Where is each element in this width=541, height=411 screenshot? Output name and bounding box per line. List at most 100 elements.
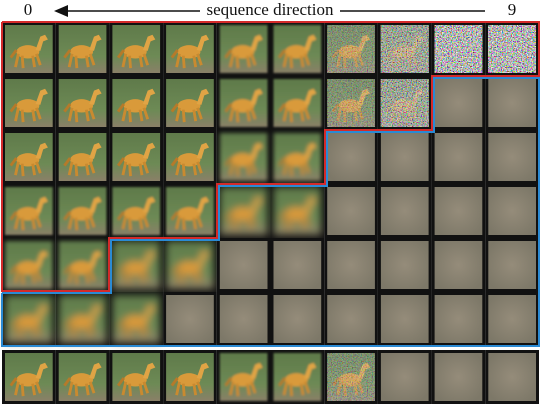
gray-image — [219, 241, 268, 289]
image-cell — [163, 292, 217, 346]
horse-image — [5, 187, 53, 235]
gray-image — [434, 187, 483, 235]
image-cell — [2, 238, 56, 292]
noise-overlay — [380, 25, 429, 73]
image-cell — [55, 76, 110, 130]
image-cell — [377, 238, 432, 292]
gray-image — [488, 187, 536, 235]
end-label: 9 — [508, 0, 517, 19]
gray-image — [327, 241, 375, 289]
image-cell — [485, 238, 539, 292]
image-cell — [377, 76, 432, 130]
gray-image — [434, 295, 483, 343]
image-cell — [216, 350, 271, 404]
image-cell — [216, 76, 271, 130]
image-cell — [163, 184, 217, 238]
horse-image — [5, 353, 53, 401]
gray-image — [434, 79, 483, 127]
image-cell — [324, 350, 378, 404]
horse-image — [219, 133, 268, 181]
gray-image — [380, 353, 429, 401]
image-cell — [109, 292, 164, 346]
image-cell — [109, 350, 164, 404]
horse-image — [112, 187, 161, 235]
image-cell — [216, 22, 271, 76]
image-cell — [324, 76, 378, 130]
start-label: 0 — [24, 0, 33, 19]
gray-image — [327, 133, 375, 181]
horse-image — [112, 295, 161, 343]
image-cell — [431, 292, 486, 346]
image-cell — [216, 184, 271, 238]
blue-boundary — [1, 77, 540, 347]
image-cell — [431, 22, 486, 76]
horse-image — [219, 79, 268, 127]
direction-label: sequence direction — [207, 0, 334, 19]
horse-image — [5, 241, 53, 289]
image-cell — [163, 130, 217, 184]
horse-image — [219, 187, 268, 235]
horse-image — [112, 79, 161, 127]
horse-image — [166, 187, 214, 235]
horse-image — [58, 25, 107, 73]
image-cell — [485, 22, 539, 76]
image-cell — [270, 292, 325, 346]
gray-image — [380, 241, 429, 289]
image-cell — [270, 130, 325, 184]
noise-overlay — [380, 79, 429, 127]
horse-image — [166, 241, 214, 289]
horse-image — [273, 79, 322, 127]
horse-image — [273, 25, 322, 73]
image-cell — [377, 292, 432, 346]
image-cell — [216, 292, 271, 346]
image-cell — [163, 238, 217, 292]
image-cell — [485, 184, 539, 238]
gray-image — [488, 133, 536, 181]
horse-image — [273, 133, 322, 181]
horse-image — [58, 79, 107, 127]
image-cell — [485, 350, 539, 404]
horse-image — [5, 295, 53, 343]
image-cell — [55, 292, 110, 346]
image-cell — [485, 130, 539, 184]
horse-image — [273, 353, 322, 401]
image-cell — [2, 22, 56, 76]
image-cell — [431, 76, 486, 130]
image-cell — [431, 130, 486, 184]
image-cell — [2, 130, 56, 184]
image-cell — [270, 350, 325, 404]
image-cell — [324, 292, 378, 346]
gray-image — [434, 353, 483, 401]
image-cell — [431, 238, 486, 292]
image-grid — [2, 22, 539, 404]
image-cell — [109, 238, 164, 292]
gray-image — [380, 133, 429, 181]
horse-image — [58, 241, 107, 289]
gray-image — [166, 295, 214, 343]
arrow-head — [54, 5, 68, 17]
image-cell — [377, 350, 432, 404]
horse-image — [273, 187, 322, 235]
image-cell — [2, 292, 56, 346]
image-cell — [109, 22, 164, 76]
gray-image — [434, 133, 483, 181]
gray-image — [273, 241, 322, 289]
image-cell — [109, 184, 164, 238]
image-cell — [109, 130, 164, 184]
gray-image — [327, 295, 375, 343]
image-cell — [270, 76, 325, 130]
image-cell — [55, 350, 110, 404]
image-cell — [377, 184, 432, 238]
noise-overlay — [327, 25, 375, 73]
image-cell — [485, 76, 539, 130]
image-cell — [324, 184, 378, 238]
image-cell — [55, 130, 110, 184]
noise-overlay — [327, 79, 375, 127]
image-cell — [2, 184, 56, 238]
red-boundary — [1, 21, 540, 292]
noise-overlay — [327, 353, 375, 401]
image-cell — [324, 238, 378, 292]
horse-image — [58, 133, 107, 181]
